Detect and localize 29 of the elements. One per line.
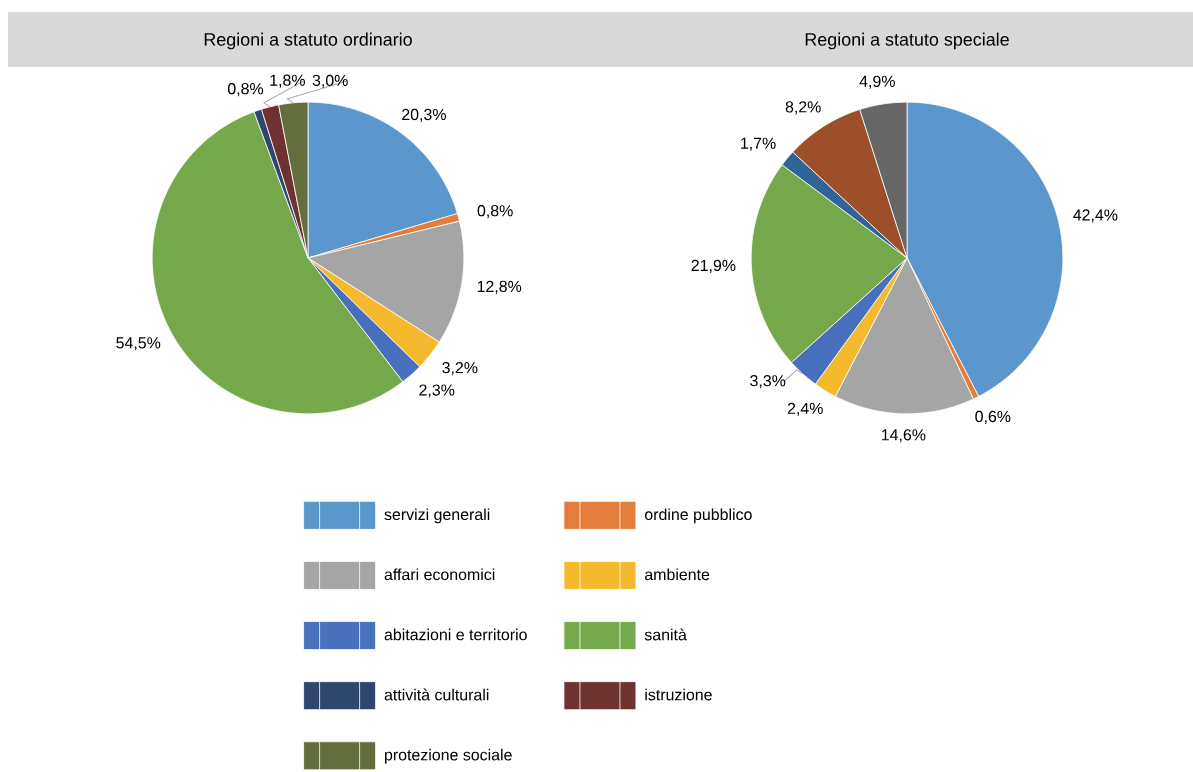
data-label: 0,8%	[227, 82, 264, 97]
data-label: 12,8%	[477, 280, 522, 294]
legend-label: abitazioni e territorio	[384, 628, 527, 641]
data-label: 1,7%	[741, 137, 776, 151]
legend-label: sanità	[644, 628, 687, 641]
data-label: 14,6%	[881, 429, 926, 443]
legend-label: istruzione	[645, 688, 712, 701]
data-label: 0,6%	[975, 410, 1011, 424]
legend-label: ordine pubblico	[645, 508, 752, 524]
data-label: 2,4%	[787, 402, 823, 416]
data-label: 0,8%	[477, 204, 513, 219]
data-label: 3,3%	[750, 375, 786, 389]
data-label: 20,3%	[402, 108, 446, 122]
data-label: 42,4%	[1073, 209, 1118, 223]
data-label: 2,3%	[419, 384, 455, 398]
legend-label: servizi generali	[384, 508, 490, 524]
data-label: 3,2%	[442, 361, 478, 376]
data-label: 4,9%	[859, 75, 895, 89]
data-label: 3,0%	[312, 74, 348, 88]
legend-label: attività culturali	[384, 688, 489, 701]
chart-title: Regioni a statuto speciale	[805, 32, 1009, 50]
chart-title: Regioni a statuto ordinario	[204, 32, 412, 50]
legend-label: ambiente	[645, 568, 710, 581]
legend-label: protezione sociale	[385, 748, 512, 764]
legend-label: affari economici	[384, 568, 495, 581]
data-label: 8,2%	[785, 101, 821, 115]
data-label: 1,8%	[270, 74, 305, 88]
data-label: 21,9%	[691, 259, 736, 273]
data-label: 54,5%	[116, 337, 161, 351]
